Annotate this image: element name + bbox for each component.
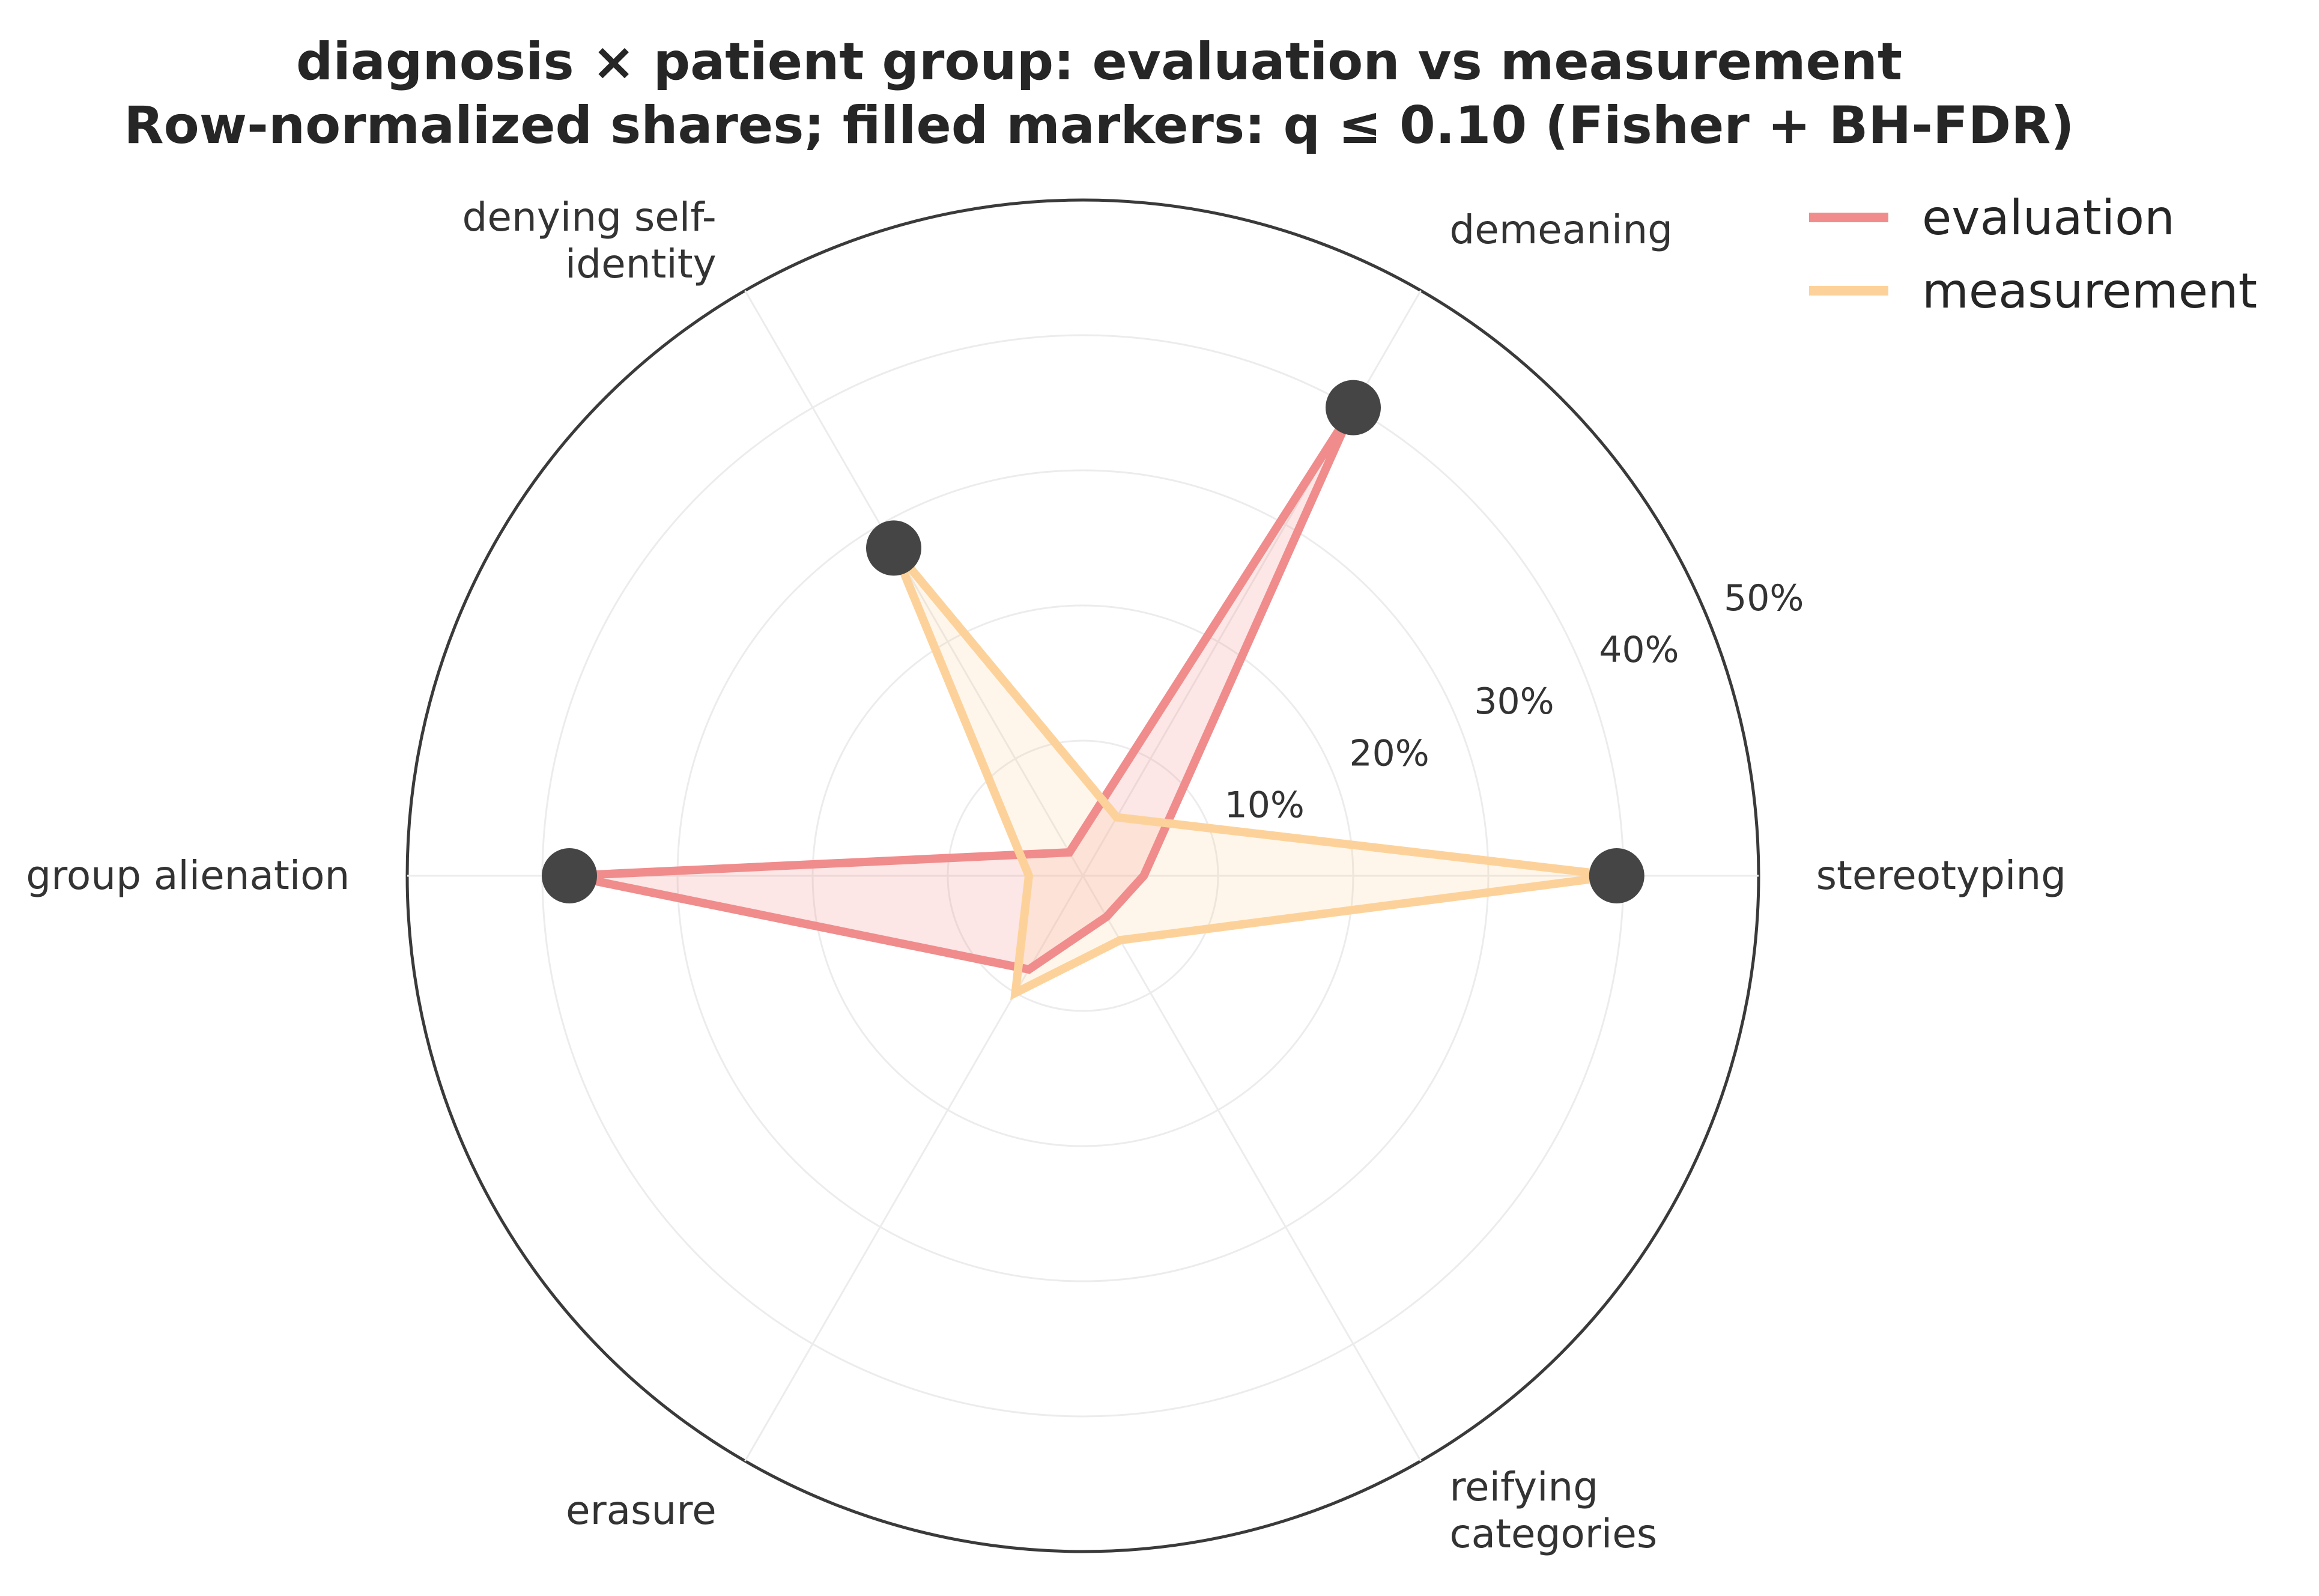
category-label-group-alienation: group alienation (26, 852, 350, 899)
category-label-demeaning: demeaning (1449, 207, 1673, 253)
grid-spoke (1082, 875, 1422, 1462)
radial-tick-label: 50% (1724, 577, 1804, 619)
category-label-erasure: erasure (566, 1487, 717, 1534)
category-labels: stereotyping demeaning denying self-identi… (26, 194, 2066, 1557)
chart-subtitle: Row-normalized shares; filled markers: q… (124, 96, 2074, 156)
significant-marker-demeaning (1326, 380, 1381, 435)
grid-spoke (744, 290, 1084, 876)
radial-tick-label: 20% (1349, 732, 1429, 774)
category-label-reifying-categories: reifying categories (1449, 1464, 1657, 1557)
legend-label-evaluation: evaluation (1922, 190, 2175, 246)
category-label-denying-self-identity: denying self-identity (462, 194, 716, 287)
legend-label-measurement: measurement (1922, 263, 2257, 319)
significant-marker-denying-self-identity (866, 520, 921, 576)
radial-tick-labels: 10% 20% 30% 40% 50% (1225, 577, 1804, 826)
significant-marker-group-alienation (542, 848, 597, 903)
radial-tick-label: 10% (1225, 784, 1305, 826)
series-line-measurement (890, 545, 1617, 1000)
radial-tick-label: 30% (1474, 681, 1554, 723)
series-fills (569, 407, 1617, 993)
series-fill-measurement (894, 548, 1617, 993)
significant-marker-stereotyping (1589, 848, 1645, 903)
grid-spoke (744, 875, 1084, 1462)
radial-tick-label: 40% (1599, 629, 1679, 671)
category-label-stereotyping: stereotyping (1816, 852, 2066, 899)
chart-title: diagnosis × patient group: evaluation vs… (296, 32, 1902, 92)
significance-markers (542, 380, 1645, 903)
series-fill-evaluation (569, 407, 1353, 969)
legend: evaluation measurement (1809, 190, 2257, 319)
